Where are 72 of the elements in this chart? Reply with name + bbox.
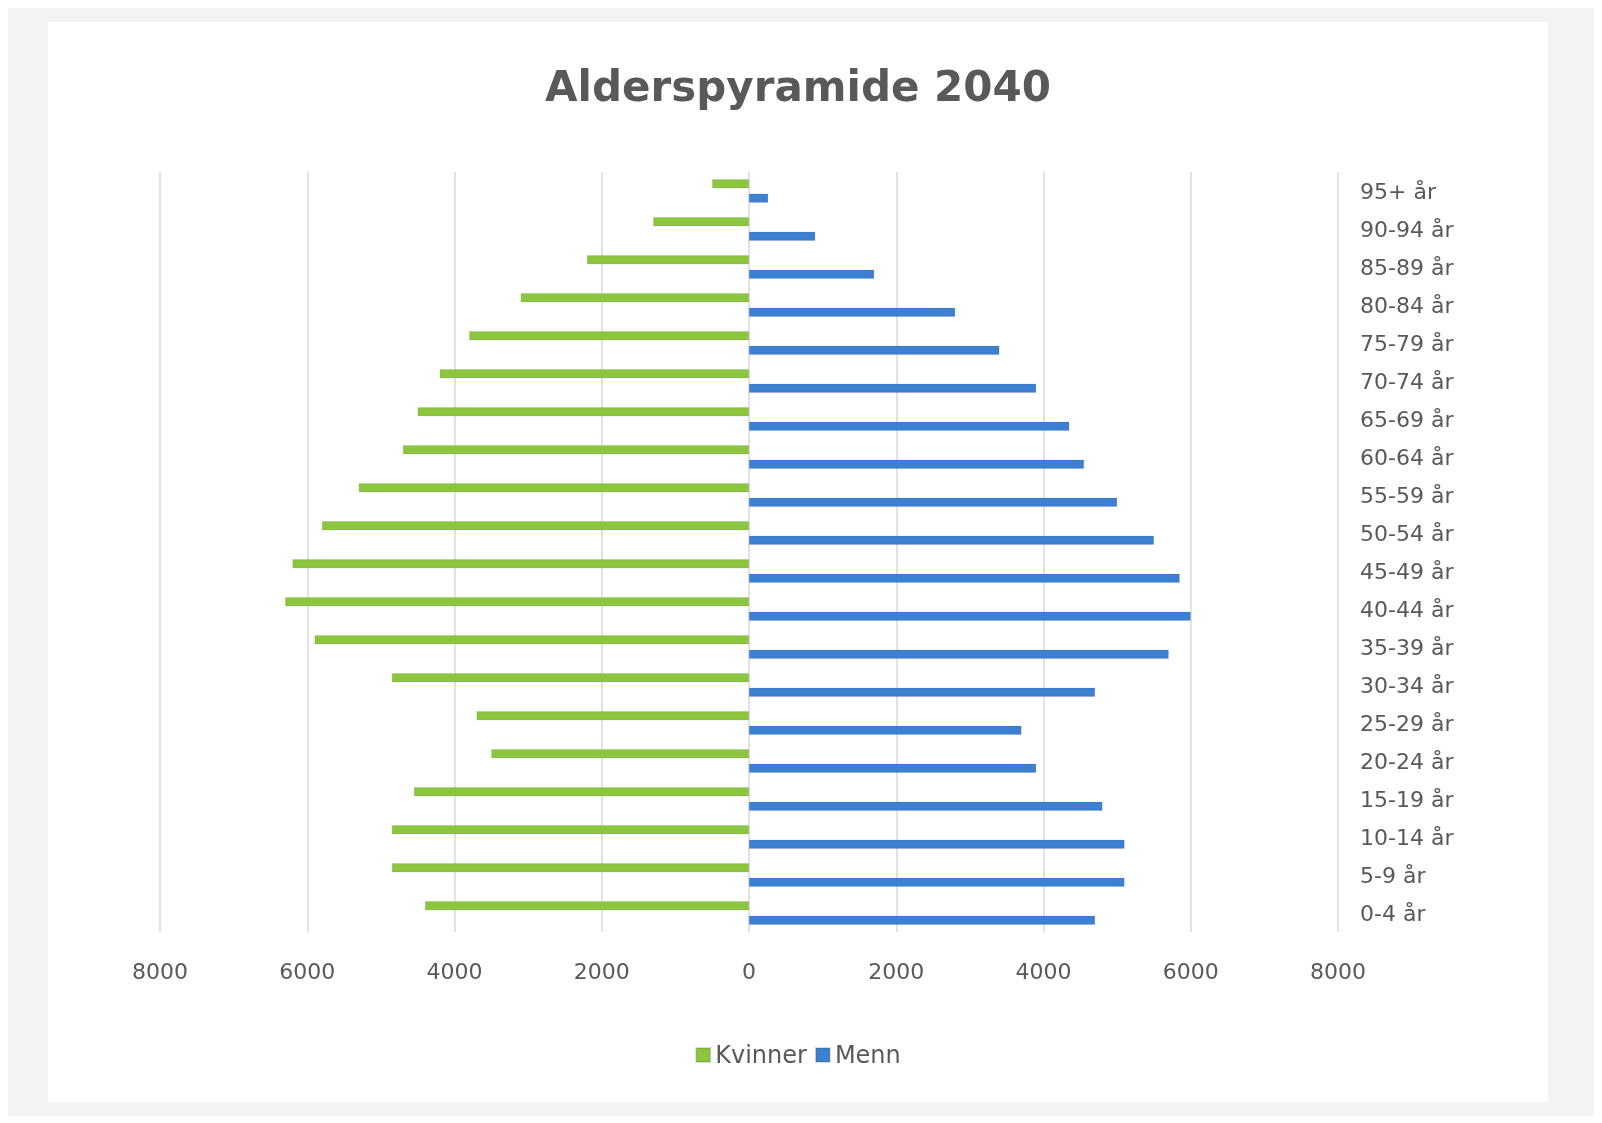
bar: [285, 597, 749, 607]
y-tick-label: 25-29 år: [1360, 710, 1455, 736]
bar: [749, 535, 1154, 545]
y-tick-label: 15-19 år: [1360, 786, 1455, 812]
x-tick-label: 4000: [1015, 958, 1072, 984]
bar: [321, 521, 749, 531]
bar: [749, 269, 875, 279]
x-tick-label: 8000: [132, 958, 188, 984]
y-tick-label: 30-34 år: [1360, 672, 1455, 698]
bar: [292, 559, 749, 569]
x-tick-label: 6000: [1162, 958, 1219, 984]
bar: [749, 687, 1096, 697]
bar: [749, 421, 1070, 431]
bar: [749, 763, 1037, 773]
bar: [749, 725, 1022, 735]
legend-label: Menn: [834, 1041, 901, 1069]
x-tick-label: 4000: [426, 958, 483, 984]
x-tick-label: 8000: [1310, 958, 1366, 984]
bar: [749, 497, 1118, 507]
bar: [520, 293, 749, 303]
y-tick-label: 95+ år: [1360, 178, 1437, 204]
x-tick-label: 2000: [573, 958, 630, 984]
y-tick-label: 70-74 år: [1360, 368, 1455, 394]
bar: [587, 255, 749, 265]
bar: [391, 825, 749, 835]
bar: [712, 179, 749, 189]
bar: [439, 369, 749, 379]
bar: [417, 407, 749, 417]
y-tick-label: 0-4 år: [1360, 900, 1427, 926]
bar: [749, 801, 1103, 811]
bar: [391, 863, 749, 873]
bar: [469, 331, 749, 341]
bar: [749, 231, 816, 241]
y-tick-label: 20-24 år: [1360, 748, 1455, 774]
y-tick-label: 35-39 år: [1360, 634, 1455, 660]
y-tick-label: 40-44 år: [1360, 596, 1455, 622]
bar: [749, 459, 1084, 469]
bar: [749, 307, 956, 317]
bar: [749, 193, 769, 203]
bar: [749, 649, 1169, 659]
x-tick-label: 2000: [868, 958, 925, 984]
x-tick-label: 0: [742, 958, 756, 984]
bar: [653, 217, 749, 227]
bar: [476, 711, 749, 721]
bar: [749, 345, 1000, 355]
y-tick-label: 55-59 år: [1360, 482, 1455, 508]
y-tick-label: 10-14 år: [1360, 824, 1455, 850]
bar: [749, 383, 1037, 393]
bar: [391, 673, 749, 683]
legend-label: Kvinner: [715, 1041, 808, 1069]
y-tick-label: 50-54 år: [1360, 520, 1455, 546]
chart-title: Alderspyramide 2040: [545, 61, 1051, 111]
y-tick-label: 5-9 år: [1360, 862, 1427, 888]
y-tick-label: 45-49 år: [1360, 558, 1455, 584]
y-tick-label: 75-79 år: [1360, 330, 1455, 356]
bar: [358, 483, 749, 493]
bar: [749, 915, 1096, 925]
bar: [749, 573, 1180, 583]
bar: [749, 877, 1125, 887]
bar: [402, 445, 749, 455]
bar: [314, 635, 749, 645]
bar: [749, 611, 1191, 621]
y-tick-label: 80-84 år: [1360, 292, 1455, 318]
x-tick-label: 6000: [279, 958, 336, 984]
y-tick-label: 90-94 år: [1360, 216, 1455, 242]
y-tick-label: 60-64 år: [1360, 444, 1455, 470]
bar: [425, 901, 749, 911]
bar: [749, 839, 1125, 849]
y-tick-label: 85-89 år: [1360, 254, 1455, 280]
bar: [491, 749, 749, 759]
y-tick-label: 65-69 år: [1360, 406, 1455, 432]
bar: [414, 787, 749, 797]
